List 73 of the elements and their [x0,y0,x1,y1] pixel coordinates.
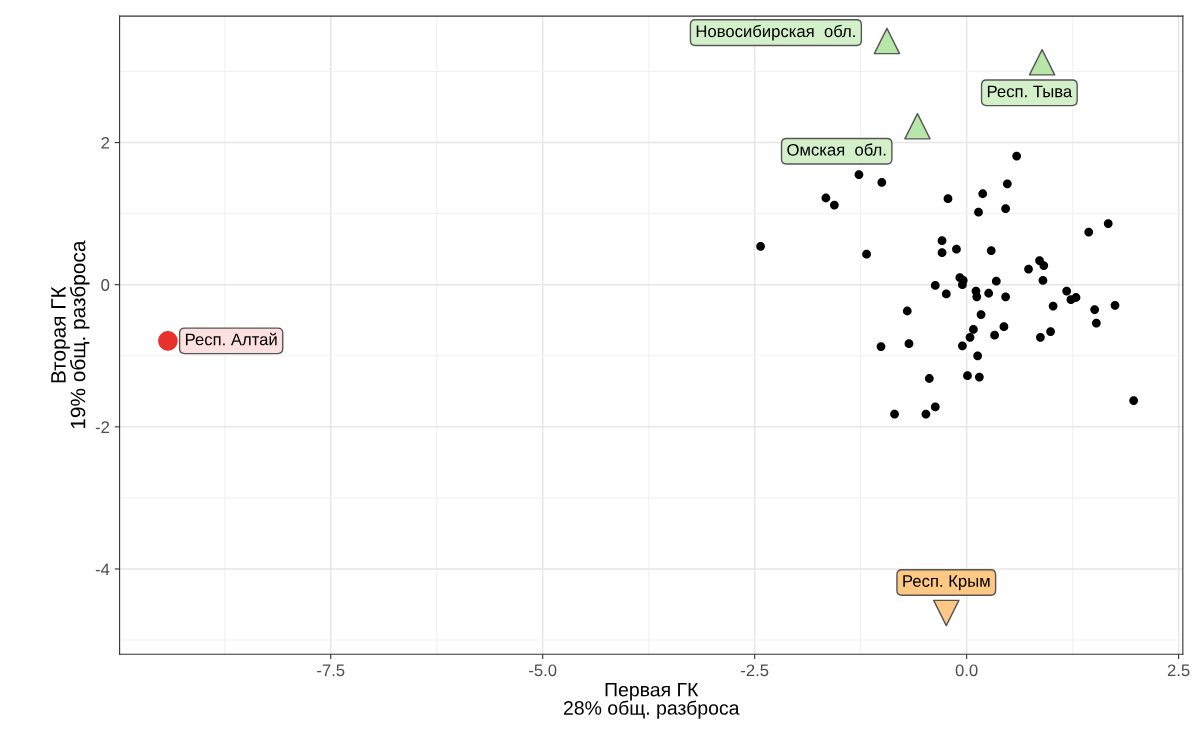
x-axis-title: Первая ГК 28% общ. разброса [563,682,740,719]
point [932,599,960,627]
point [958,341,967,351]
x-tick-label: 0.0 [955,664,978,677]
point [904,339,914,349]
point [941,289,951,299]
point [876,342,886,351]
point [756,241,765,251]
point [974,207,983,217]
point [854,170,864,179]
point [986,246,996,255]
point [930,281,940,290]
point [1001,292,1011,302]
point [862,249,871,259]
point [890,409,899,419]
point [963,371,972,381]
y-axis-title: Вторая ГК 19% общ. разброса [51,240,90,429]
y-tick-label: -2 [95,421,110,433]
point [1046,327,1055,336]
annotation: Новосибирская обл. [696,24,855,41]
y-tick-label: 0 [101,279,110,291]
annotation: Респ. Тыва [987,85,1073,98]
x-tick-label: -5.0 [529,664,557,677]
point [1024,264,1033,274]
point [974,372,984,382]
annotation: Респ. Алтай [185,332,277,346]
point [829,200,839,210]
annotation: Респ. Крым [903,575,990,591]
point [1038,276,1048,285]
annotation: Омская обл. [787,143,886,156]
point [1002,179,1012,189]
point [984,288,994,298]
point [952,244,961,254]
x-tick-label: -7.5 [317,664,345,677]
point [1062,286,1072,296]
point [965,332,975,342]
point [973,351,983,361]
point [1091,318,1101,328]
point [1039,261,1049,270]
point [1071,293,1081,302]
point [943,194,953,204]
point [877,177,887,187]
point [1090,305,1100,314]
point [1001,204,1011,214]
point [1084,227,1094,237]
point [1048,301,1058,311]
point [990,330,1000,340]
point [937,236,947,246]
point [921,409,931,419]
point [904,112,931,140]
point [1028,48,1056,76]
point [821,193,831,203]
point [937,248,947,258]
x-tick-label: 2.5 [1167,664,1190,677]
point [1103,219,1113,228]
x-tick-label: -2.5 [741,664,769,677]
point [924,374,934,383]
point [999,322,1009,332]
point [1129,396,1139,405]
point [1036,332,1045,342]
point [158,331,178,351]
point [976,310,986,319]
point [991,276,1001,286]
point [969,325,978,334]
point [873,27,901,55]
point [1110,300,1120,310]
point [978,189,988,199]
y-tick-label: 2 [101,136,110,149]
point [902,306,912,316]
y-tick-label: -4 [95,563,110,576]
point [972,292,982,302]
point [930,402,940,412]
point [1012,151,1022,161]
